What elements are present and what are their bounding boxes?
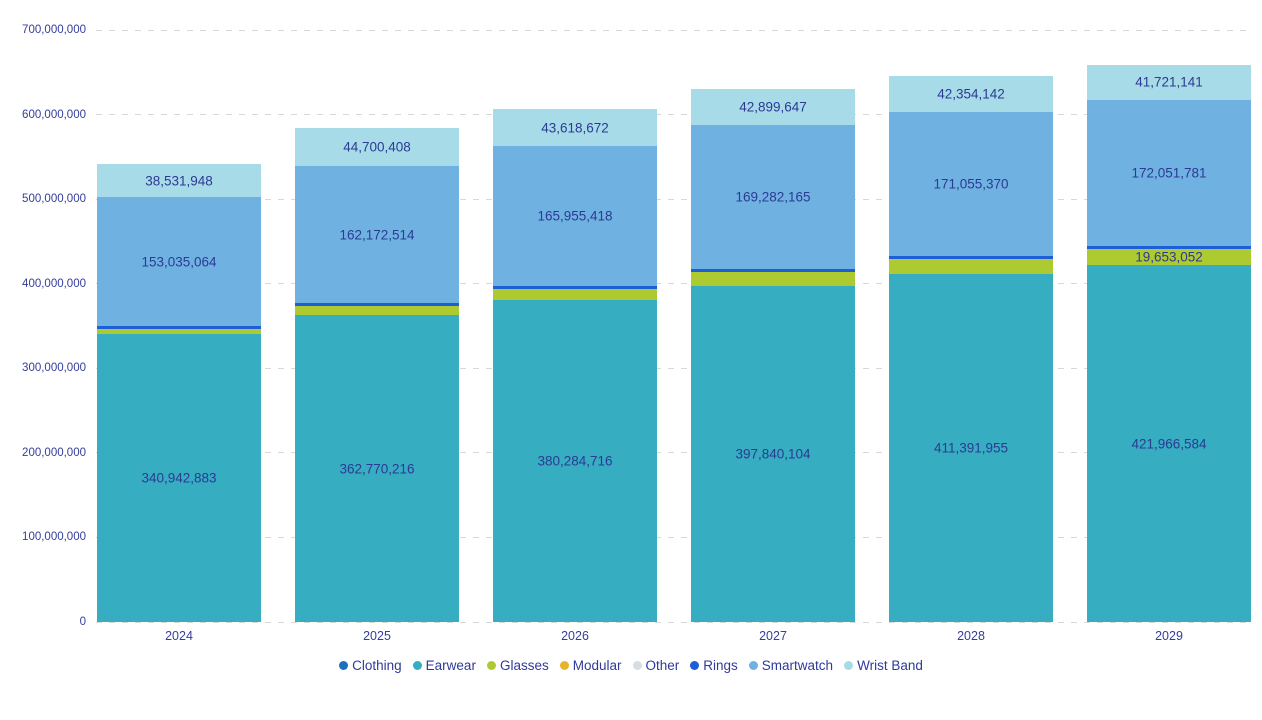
segment-value-label: 153,035,064 — [141, 254, 217, 270]
segment-rings-2027 — [691, 268, 855, 272]
legend-dot-icon — [632, 661, 642, 670]
legend-dot-icon — [748, 661, 758, 670]
legend-item-earwear[interactable]: Earwear — [412, 658, 476, 673]
segment-value-label: 169,282,165 — [735, 189, 811, 205]
legend-item-rings[interactable]: Rings — [690, 658, 738, 673]
legend-dot-icon — [412, 661, 422, 670]
segment-wrist-band-2025: 44,700,408 — [295, 128, 459, 167]
segment-glasses-2024 — [97, 329, 261, 334]
legend-dot-icon — [844, 661, 854, 670]
segment-glasses-2026 — [493, 289, 657, 301]
y-axis-tick-label: 700,000,000 — [22, 24, 86, 36]
segment-earwear-2028: 411,391,955 — [889, 274, 1053, 622]
y-axis-tick-label: 300,000,000 — [22, 362, 86, 375]
legend-item-clothing[interactable]: Clothing — [339, 658, 402, 673]
legend-item-label: Other — [645, 658, 680, 673]
segment-value-label: 340,942,883 — [141, 470, 217, 486]
x-axis-label-2025: 2025 — [363, 629, 391, 643]
segment-value-label: 42,899,647 — [739, 99, 807, 115]
segment-rings-2024 — [97, 326, 261, 330]
legend-item-other[interactable]: Other — [632, 658, 680, 673]
y-axis-tick-label: 400,000,000 — [22, 277, 86, 290]
segment-glasses-2025 — [295, 306, 459, 316]
segment-value-label: 19,653,052 — [1135, 249, 1203, 265]
segment-earwear-2029: 421,966,584 — [1087, 265, 1251, 622]
segment-glasses-2029: 19,653,052 — [1087, 248, 1251, 266]
segment-value-label: 380,284,716 — [537, 453, 613, 469]
gridline-400000000 — [96, 283, 1246, 285]
segment-rings-2026 — [493, 286, 657, 290]
legend-item-label: Smartwatch — [761, 658, 834, 673]
segment-wrist-band-2028: 42,354,142 — [889, 75, 1053, 112]
gridline-500000000 — [96, 198, 1246, 200]
gridline-200000000 — [96, 452, 1246, 454]
segment-smartwatch-2024: 153,035,064 — [97, 197, 261, 327]
legend-dot-icon — [486, 661, 496, 670]
plot-area: 0 100,000,000 200,000,000 300,000,000 400,00… — [22, 24, 1251, 643]
x-axis-label-2029: 2029 — [1155, 629, 1183, 643]
gridline-300000000 — [96, 367, 1246, 369]
legend-dot-icon — [559, 661, 569, 670]
legend-item-smartwatch[interactable]: Smartwatch — [748, 658, 834, 673]
segment-wrist-band-2026: 43,618,672 — [493, 109, 657, 147]
segment-earwear-2025: 362,770,216 — [295, 315, 459, 622]
segment-wrist-band-2029: 41,721,141 — [1087, 64, 1251, 101]
x-axis-label-2028: 2028 — [957, 629, 985, 643]
segment-smartwatch-2028: 171,055,370 — [889, 111, 1053, 257]
segment-value-label: 172,051,781 — [1131, 165, 1207, 181]
legend-item-label: Clothing — [352, 658, 402, 673]
segment-value-label: 411,391,955 — [933, 440, 1009, 456]
y-axis-tick-label: 100,000,000 — [22, 531, 86, 544]
segment-smartwatch-2025: 162,172,514 — [295, 166, 459, 304]
y-axis-tick-label: 600,000,000 — [22, 108, 86, 121]
legend-item-label: Modular — [572, 658, 622, 673]
segment-rings-2028 — [889, 256, 1053, 260]
segment-value-label: 43,618,672 — [541, 120, 609, 136]
gridline-700000000 — [96, 29, 1246, 31]
segment-value-label: 42,354,142 — [937, 86, 1005, 102]
x-axis-label-2024: 2024 — [165, 629, 193, 643]
x-axis-label-2026: 2026 — [561, 629, 589, 643]
gridline-600000000 — [96, 114, 1246, 116]
legend-item-glasses[interactable]: Glasses — [486, 658, 549, 673]
segment-value-label: 44,700,408 — [343, 139, 411, 155]
legend-item-label: Rings — [703, 658, 738, 673]
segment-value-label: 41,721,141 — [1135, 74, 1203, 90]
segment-rings-2029 — [1087, 245, 1251, 249]
y-axis-tick-label: 0 — [79, 616, 86, 628]
legend-item-label: Wrist Band — [857, 658, 923, 673]
segment-value-label: 38,531,948 — [145, 173, 213, 189]
legend-item-label: Earwear — [425, 658, 476, 673]
segment-value-label: 165,955,418 — [537, 208, 613, 224]
segment-value-label: 171,055,370 — [933, 176, 1009, 192]
legend-dot-icon — [339, 661, 349, 670]
y-axis-tick-label: 500,000,000 — [22, 193, 86, 206]
segment-smartwatch-2027: 169,282,165 — [691, 125, 855, 269]
legend-item-modular[interactable]: Modular — [559, 658, 622, 673]
segment-wrist-band-2027: 42,899,647 — [691, 89, 855, 126]
segment-earwear-2026: 380,284,716 — [493, 300, 657, 622]
segment-smartwatch-2029: 172,051,781 — [1087, 100, 1251, 246]
segment-value-label: 421,966,584 — [1131, 436, 1207, 452]
segment-earwear-2024: 340,942,883 — [97, 333, 261, 622]
segment-value-label: 397,840,104 — [735, 446, 811, 462]
gridline-100000000 — [96, 536, 1246, 538]
segment-value-label: 362,770,216 — [339, 461, 415, 477]
segment-rings-2025 — [295, 303, 459, 307]
segment-glasses-2028 — [889, 259, 1053, 275]
segment-earwear-2027: 397,840,104 — [691, 285, 855, 622]
legend-item-wrist-band[interactable]: Wrist Band — [844, 658, 923, 673]
legend-item-label: Glasses — [499, 658, 549, 673]
segment-smartwatch-2026: 165,955,418 — [493, 146, 657, 287]
x-axis-label-2027: 2027 — [759, 629, 787, 643]
legend: Clothing Earwear Glasses Modular Other Rings S… — [0, 658, 1262, 673]
segment-value-label: 162,172,514 — [339, 227, 415, 243]
segment-wrist-band-2024: 38,531,948 — [97, 164, 261, 198]
legend-dot-icon — [690, 661, 700, 670]
gridline-0 — [96, 621, 1246, 623]
y-axis-tick-label: 200,000,000 — [22, 446, 86, 459]
segment-glasses-2027 — [691, 271, 855, 286]
